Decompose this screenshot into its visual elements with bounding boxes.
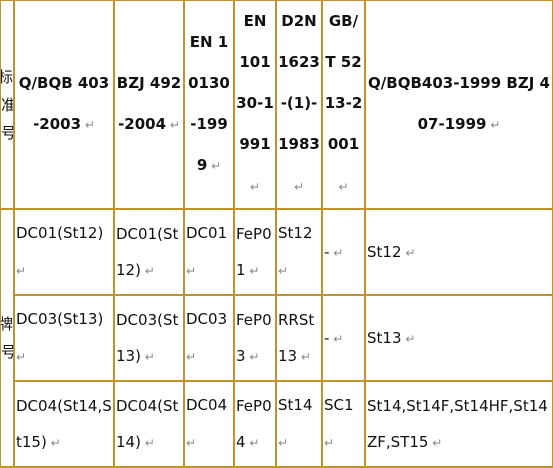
table-cell: 牌号 — [0, 208, 15, 468]
data-row: DC04(St14,St15)DC04(St14)DC04FeP04St14 SC… — [0, 380, 553, 468]
table-cell: St14,St14F,St14HF,St14ZF,ST15 — [364, 380, 553, 468]
column-header: BZJ 492-2004 — [117, 74, 181, 133]
table-cell: GB/T 5213-2001 — [321, 0, 366, 210]
table-cell: FeP04 — [233, 380, 277, 468]
cell-text: DC04 — [186, 396, 227, 451]
column-header: Q/BQB 403-2003 — [19, 74, 109, 133]
table-cell: BZJ 492-2004 — [113, 0, 185, 210]
table-cell: DC01(St12) — [13, 208, 115, 296]
cell-text: St14 — [278, 396, 313, 451]
cell-text: DC01(St12) — [16, 224, 103, 279]
cell-text: - — [324, 329, 343, 347]
cell-text: SC1 — [324, 396, 354, 451]
table-cell: - — [321, 294, 366, 382]
cell-text: DC04(St14,St15) — [16, 397, 112, 451]
column-header: EN 10130-1991 — [236, 12, 274, 195]
table-cell: DC01(St12) — [113, 208, 185, 296]
cell-text: FeP04 — [236, 397, 272, 451]
cell-text: - — [324, 243, 343, 261]
cell-text: RRSt13 — [278, 311, 314, 365]
cell-text: DC01 — [186, 224, 227, 279]
row-header: 牌号 — [2, 315, 12, 361]
data-row: DC03(St13)DC03(St13)DC03FeP03RRSt13-St13 — [0, 294, 553, 382]
table-cell: EN 10130-1999 — [183, 0, 235, 210]
cell-text: DC03(St13) — [116, 311, 178, 365]
table-cell: FeP03 — [233, 294, 277, 382]
table-cell: St12 — [364, 208, 553, 296]
column-header: GB/T 5213-2001 — [325, 12, 363, 195]
cell-text: FeP01 — [236, 225, 272, 279]
column-header: 标准号 — [2, 68, 12, 142]
column-header: D2N 1623-(1)-1983 — [278, 12, 320, 195]
cell-text: DC01(St12) — [116, 225, 178, 279]
table-cell: DC03(St13) — [13, 294, 115, 382]
cell-text: St13 — [367, 329, 415, 347]
column-header: Q/BQB403-1999 BZJ 407-1999 — [368, 74, 550, 133]
table-cell: RRSt13 — [275, 294, 323, 382]
table-cell: EN 10130-1991 — [233, 0, 277, 210]
table-cell: SC1 — [321, 380, 366, 468]
cell-text: DC04(St14) — [116, 397, 178, 451]
table-cell: DC03 — [183, 294, 235, 382]
cell-text: St12 — [367, 243, 415, 261]
table-cell: DC04 — [183, 380, 235, 468]
cell-text: FeP03 — [236, 311, 272, 365]
cell-text: St14,St14F,St14HF,St14ZF,ST15 — [367, 397, 548, 451]
data-row: 牌号DC01(St12)DC01(St12)DC01FeP01St12-St12 — [0, 208, 553, 468]
table-cell: Q/BQB403-1999 BZJ 407-1999 — [364, 0, 553, 210]
table-cell: FeP01 — [233, 208, 277, 296]
cell-text: DC03 — [186, 310, 227, 365]
cell-text: DC03(St13) — [16, 310, 103, 365]
table-cell: DC03(St13) — [113, 294, 185, 382]
cell-text: St12 — [278, 224, 313, 279]
table-cell: Q/BQB 403-2003 — [13, 0, 115, 210]
table-cell: D2N 1623-(1)-1983 — [275, 0, 323, 210]
table-cell: St12 — [275, 208, 323, 296]
table-cell: DC01 — [183, 208, 235, 296]
table-cell: St13 — [364, 294, 553, 382]
header-row: 标准号Q/BQB 403-2003BZJ 492-2004EN 10130-19… — [0, 0, 553, 210]
table-cell: DC04(St14,St15) — [13, 380, 115, 468]
column-header: EN 10130-1999 — [188, 33, 230, 174]
table-cell: 标准号 — [0, 0, 15, 210]
table-cell: - — [321, 208, 366, 296]
table-cell: St14 — [275, 380, 323, 468]
table-cell: DC04(St14) — [113, 380, 185, 468]
